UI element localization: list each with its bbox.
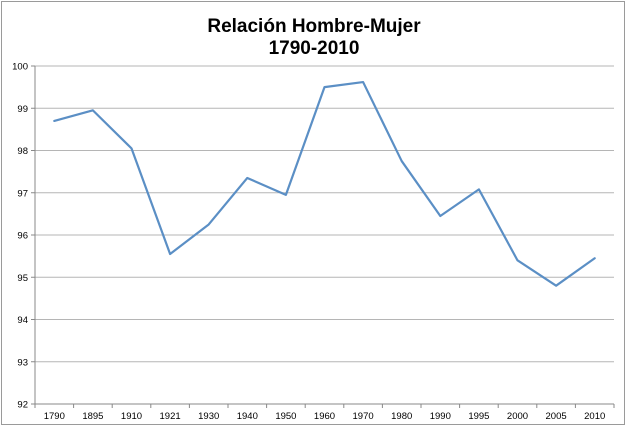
x-tick-label: 1950 bbox=[275, 411, 296, 422]
x-tick-label: 1930 bbox=[198, 411, 219, 422]
x-tick-labels: 1790 1895 1910 1921 1930 1940 1950 1960 1970 1980… bbox=[44, 411, 606, 422]
x-tick-label: 1980 bbox=[391, 411, 412, 422]
x-tick-label: 1790 bbox=[44, 411, 65, 422]
x-tick-label: 1940 bbox=[237, 411, 258, 422]
x-tick-label: 1921 bbox=[160, 411, 181, 422]
series-line bbox=[54, 82, 594, 286]
x-tick-label: 1990 bbox=[430, 411, 451, 422]
y-tick-label: 100 bbox=[12, 62, 28, 73]
chart-title: Relación Hombre-Mujer bbox=[207, 16, 421, 37]
series-layer bbox=[54, 82, 594, 286]
y-tick-label: 92 bbox=[17, 400, 28, 411]
y-tick-label: 96 bbox=[17, 231, 28, 242]
y-tick-label: 93 bbox=[17, 357, 28, 368]
x-tick-label: 2005 bbox=[546, 411, 567, 422]
x-tick-label: 1970 bbox=[353, 411, 374, 422]
x-tick-label: 2010 bbox=[584, 411, 605, 422]
y-tick-label: 94 bbox=[17, 315, 28, 326]
x-tick-label: 2000 bbox=[507, 411, 528, 422]
y-tick-labels: 92 93 94 95 96 97 98 99 100 bbox=[12, 62, 28, 411]
gridlines bbox=[35, 66, 614, 362]
chart-subtitle: 1790-2010 bbox=[269, 38, 360, 59]
y-tick-label: 99 bbox=[17, 104, 28, 115]
chart-frame: Relación Hombre-Mujer 1790-2010 92 93 94 95… bbox=[1, 1, 625, 425]
axes bbox=[31, 66, 614, 408]
x-tick-label: 1960 bbox=[314, 411, 335, 422]
x-tick-label: 1995 bbox=[468, 411, 489, 422]
x-tick-label: 1910 bbox=[121, 411, 142, 422]
x-tick-label: 1895 bbox=[82, 411, 103, 422]
y-tick-label: 95 bbox=[17, 273, 28, 284]
y-tick-label: 97 bbox=[17, 188, 28, 199]
y-tick-label: 98 bbox=[17, 146, 28, 157]
